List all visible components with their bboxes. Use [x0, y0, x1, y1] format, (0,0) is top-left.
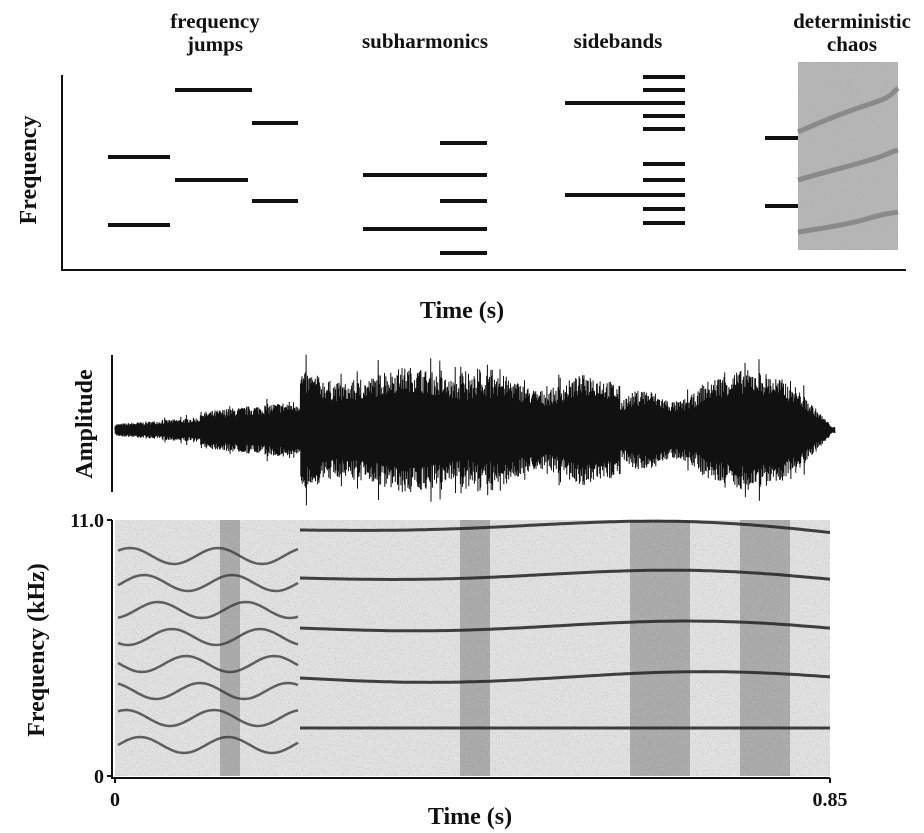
y-axis-label: Frequency [16, 116, 42, 225]
harmonic [117, 573, 299, 593]
x-tick-label: 0.85 [813, 789, 848, 811]
waveform-trace [114, 354, 836, 506]
harmonic [117, 735, 299, 755]
y-tick-label: 11.0 [70, 510, 104, 532]
panel-label: sidebands [573, 29, 663, 53]
spectrogram-x-label: Time (s) [428, 804, 512, 830]
harmonic [299, 568, 831, 581]
panel-label: frequency jumps [170, 9, 260, 56]
amplitude-label: Amplitude [72, 369, 98, 479]
dark-band [740, 520, 790, 776]
waveform [114, 354, 836, 506]
frequency-jumps-sketch [108, 88, 298, 227]
harmonic [117, 681, 299, 701]
spectrogram [115, 519, 831, 776]
chaos-sketch [765, 62, 900, 250]
dark-band [460, 520, 490, 776]
schematic-axes [61, 75, 906, 271]
harmonic [117, 627, 299, 647]
harmonic [299, 670, 831, 684]
y-tick-label: 0 [94, 766, 104, 788]
harmonic [117, 600, 299, 620]
harmonic [300, 519, 831, 534]
subharmonics-sketch [363, 141, 487, 255]
spectrogram-ticks: 0 11.0 0 0.85 [70, 510, 847, 811]
panel-label: subharmonics [361, 29, 489, 53]
x-tick-label: 0 [110, 789, 120, 811]
x-axis-label: Time (s) [420, 298, 504, 324]
harmonic [117, 708, 299, 728]
harmonic [299, 619, 831, 633]
panel-label: deterministic chaos [793, 9, 911, 56]
harmonic [117, 546, 299, 566]
harmonic [117, 654, 299, 674]
sidebands-sketch [565, 75, 685, 225]
dark-band [630, 520, 690, 776]
spectrogram-y-label: Frequency (kHz) [24, 563, 50, 737]
